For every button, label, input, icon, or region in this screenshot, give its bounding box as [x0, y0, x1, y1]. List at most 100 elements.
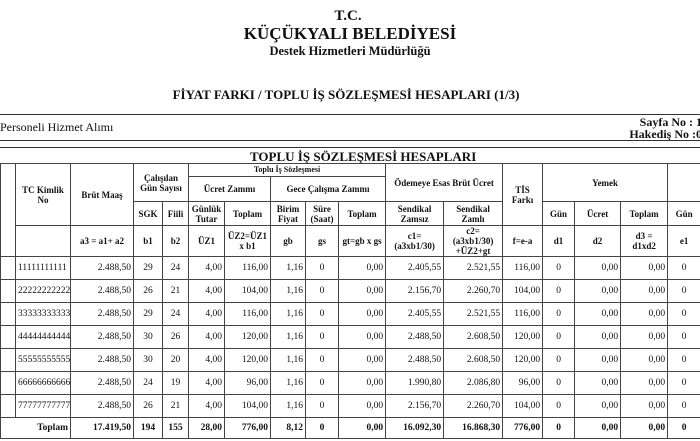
header-tc: TC Kimlik No [15, 163, 71, 226]
value-cell: 26 [133, 279, 163, 303]
tc-cell: 77777777777 [15, 394, 71, 418]
value-cell: 2.608,50 [443, 325, 504, 349]
divider [0, 140, 700, 141]
header-zamli: Sendikal Zamlı [443, 201, 504, 226]
value-cell: 4,00 [188, 348, 225, 372]
value-cell: 96,00 [502, 371, 544, 395]
value-cell: 0,00 [337, 302, 387, 326]
value-cell: 0,00 [574, 325, 622, 349]
value-cell: 0,00 [620, 302, 669, 326]
formula-cell: c2=(a3xb1/30) +ÜZ2+gt [443, 225, 504, 257]
value-cell: 116,00 [224, 302, 271, 326]
header-gun2: Gün [667, 201, 700, 226]
tc-cell: 22222222222 [15, 279, 71, 303]
value-cell: 2.488,50 [70, 279, 134, 303]
value-cell: 104,00 [502, 279, 544, 303]
value-cell: 0,00 [574, 348, 622, 372]
value-cell: 0 [305, 417, 339, 439]
value-cell: 0 [542, 371, 576, 395]
value-cell: 4,00 [188, 394, 225, 418]
value-cell: 0 [305, 256, 339, 280]
value-cell: 0,00 [337, 325, 387, 349]
service-name: Personeli Hizmet Alımı [0, 120, 114, 134]
row-blank [0, 302, 16, 326]
header-toplam1: Toplam [224, 201, 271, 226]
table-row: 22222222222 2.488,50 26 21 4,00 104,00 1,16 0 0,… [0, 279, 700, 303]
formula-cell: e1 [667, 225, 700, 257]
value-cell: 16.868,30 [443, 417, 504, 439]
value-cell: 0 [542, 394, 576, 418]
value-cell: 0,00 [620, 325, 669, 349]
header-gun1: Gün [542, 201, 576, 226]
value-cell: 120,00 [224, 325, 271, 349]
formula-cell: d3 = d1xd2 [620, 225, 669, 257]
value-cell: 0,00 [337, 417, 387, 439]
formula-blank [15, 225, 71, 257]
value-cell: 2.488,50 [70, 256, 134, 280]
value-cell: 0,00 [337, 256, 387, 280]
value-cell: 24 [162, 256, 189, 280]
row-blank [0, 279, 16, 303]
value-cell: 1,16 [270, 279, 306, 303]
value-cell: 0 [667, 302, 700, 326]
value-cell: 4,00 [188, 371, 225, 395]
table-row: 44444444444 2.488,50 30 26 4,00 120,00 1,16 0 0,… [0, 325, 700, 349]
header-tis: Toplu İş Sözleşmesi [187, 163, 387, 177]
header-gunluk: Günlük Tutar [188, 201, 225, 226]
value-cell: 1,16 [270, 256, 306, 280]
divider [0, 114, 700, 115]
table-row: 77777777777 2.488,50 26 21 4,00 104,00 1,16 0 0,… [0, 394, 700, 418]
value-cell: 0,00 [574, 417, 622, 439]
value-cell: 0,00 [574, 371, 622, 395]
value-cell: 0,00 [574, 394, 622, 418]
value-cell: 2.156,70 [385, 279, 445, 303]
value-cell: 16.092,30 [385, 417, 445, 439]
header-birim: Birim Fiyat [270, 201, 306, 226]
value-cell: 29 [133, 302, 163, 326]
hakedis-number: Hakediş No :0 [629, 127, 700, 141]
value-cell: 2.488,50 [70, 371, 134, 395]
value-cell: 1,16 [270, 371, 306, 395]
value-cell: 0,00 [574, 302, 622, 326]
row-blank [0, 348, 16, 372]
tc-cell: 33333333333 [15, 302, 71, 326]
value-cell: 20 [162, 348, 189, 372]
value-cell: 0,00 [337, 279, 387, 303]
value-cell: 120,00 [224, 348, 271, 372]
table-row: 55555555555 2.488,50 30 20 4,00 120,00 1,16 0 0,… [0, 348, 700, 372]
table-row: 11111111111 2.488,50 29 24 4,00 116,00 1,16 0 0,… [0, 256, 700, 280]
value-cell: 4,00 [188, 279, 225, 303]
value-cell: 155 [162, 417, 189, 439]
header-fiili: Fiili [162, 201, 189, 226]
value-cell: 0,00 [337, 394, 387, 418]
value-cell: 0 [305, 279, 339, 303]
value-cell: 8,12 [270, 417, 306, 439]
value-cell: 4,00 [188, 325, 225, 349]
value-cell: 116,00 [224, 256, 271, 280]
value-cell: 2.405,55 [385, 302, 445, 326]
tc-cell: 44444444444 [15, 325, 71, 349]
tis-table: TC Kimlik No Brüt Maaş Çalışılan Gün Say… [0, 163, 700, 439]
value-cell: 2.488,50 [70, 302, 134, 326]
value-cell: 0 [667, 279, 700, 303]
value-cell: 1,16 [270, 325, 306, 349]
value-cell: 4,00 [188, 256, 225, 280]
header-sgk: SGK [133, 201, 163, 226]
formula-cell: ÜZ1 [188, 225, 225, 257]
value-cell: 0 [542, 417, 576, 439]
header-ucret: Ücret [574, 201, 622, 226]
value-cell: 2.156,70 [385, 394, 445, 418]
value-cell: 2.405,55 [385, 256, 445, 280]
row-blank [0, 394, 16, 418]
value-cell: 0 [667, 256, 700, 280]
organization-name: KÜÇÜKYALI BELEDİYESİ [243, 24, 457, 43]
table-row: 66666666666 2.488,50 24 19 4,00 96,00 1,16 0 0,0… [0, 371, 700, 395]
header-odemeye: Ödemeye Esas Brüt Ücret [385, 163, 504, 202]
value-cell: 1.990,80 [385, 371, 445, 395]
value-cell: 28,00 [188, 417, 225, 439]
value-cell: 26 [133, 394, 163, 418]
value-cell: 0,00 [620, 371, 669, 395]
header-zamsiz: Sendikal Zamsız [385, 201, 445, 226]
value-cell: 0 [667, 325, 700, 349]
value-cell: 0 [667, 348, 700, 372]
